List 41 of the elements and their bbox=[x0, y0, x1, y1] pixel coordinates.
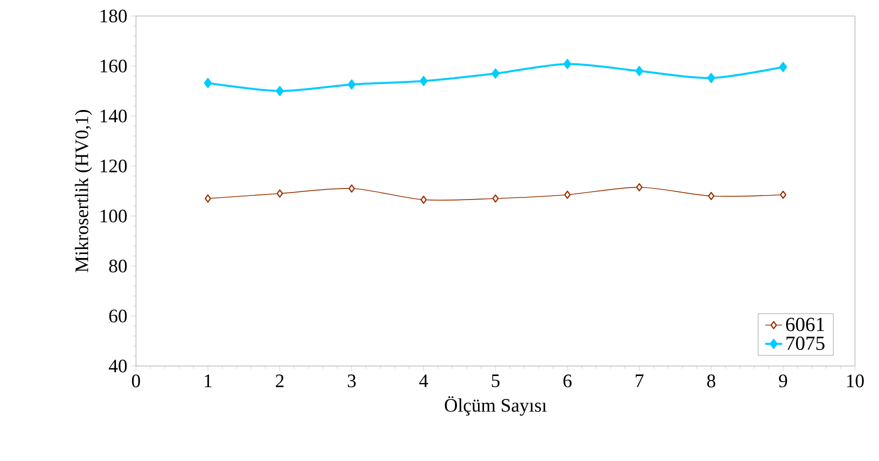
y-tick-label: 60 bbox=[109, 310, 127, 322]
point bbox=[492, 194, 499, 203]
x-tick-label: 3 bbox=[348, 374, 356, 388]
point bbox=[707, 72, 716, 84]
x-tick-label: 8 bbox=[707, 374, 716, 388]
y-axis-title: Mikrosertlik (HV0,1) bbox=[74, 110, 92, 272]
point bbox=[204, 194, 212, 203]
x-tick-label: 1 bbox=[204, 374, 212, 388]
point bbox=[204, 78, 212, 88]
legend-label: 6061 bbox=[786, 318, 824, 332]
x-tick-label: 7 bbox=[636, 374, 644, 387]
x-tick-label: 6 bbox=[563, 374, 572, 388]
y-tick-label: 80 bbox=[109, 260, 127, 272]
point bbox=[420, 196, 427, 204]
x-tick-label: 9 bbox=[778, 374, 788, 388]
x-tick-label: 0 bbox=[132, 374, 140, 388]
point bbox=[635, 66, 644, 76]
point bbox=[563, 58, 572, 70]
x-tick-label: 10 bbox=[847, 374, 864, 388]
x-tick-label: 2 bbox=[276, 374, 284, 388]
point bbox=[276, 86, 284, 96]
point bbox=[564, 190, 571, 199]
x-axis-title: Ölçüm Sayısı bbox=[444, 396, 547, 416]
y-tick-label: 120 bbox=[100, 160, 127, 172]
y-tick-label: 100 bbox=[100, 210, 127, 222]
y-tick-label: 160 bbox=[100, 60, 127, 72]
y-tick-label: 40 bbox=[108, 360, 127, 372]
legend-label: 7075 bbox=[786, 336, 824, 350]
y-tick-label: 140 bbox=[100, 110, 127, 122]
point bbox=[780, 190, 786, 199]
point bbox=[348, 79, 356, 90]
point bbox=[348, 184, 355, 193]
point bbox=[708, 192, 714, 200]
point bbox=[420, 76, 428, 86]
x-tick-label: 4 bbox=[419, 374, 428, 388]
x-tick-label: 5 bbox=[492, 374, 500, 388]
y-tick-label: 180 bbox=[100, 10, 127, 22]
point bbox=[276, 189, 284, 198]
point bbox=[779, 62, 788, 72]
point bbox=[636, 183, 643, 192]
point bbox=[492, 68, 500, 79]
